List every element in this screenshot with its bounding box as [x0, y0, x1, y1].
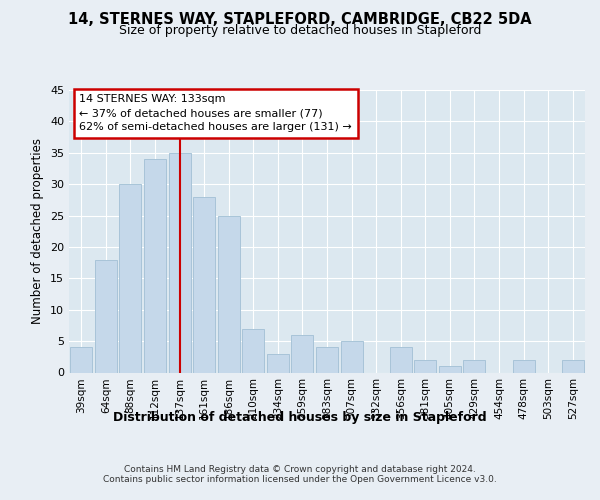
Text: Contains public sector information licensed under the Open Government Licence v3: Contains public sector information licen…	[103, 474, 497, 484]
Text: Distribution of detached houses by size in Stapleford: Distribution of detached houses by size …	[113, 411, 487, 424]
Bar	[95, 260, 117, 372]
Text: Size of property relative to detached houses in Stapleford: Size of property relative to detached ho…	[119, 24, 481, 37]
Y-axis label: Number of detached properties: Number of detached properties	[31, 138, 44, 324]
Bar	[316, 348, 338, 372]
Bar	[439, 366, 461, 372]
Bar	[119, 184, 142, 372]
Bar	[414, 360, 436, 372]
Bar	[562, 360, 584, 372]
Bar	[341, 341, 362, 372]
Bar	[292, 335, 313, 372]
Bar	[193, 196, 215, 372]
Bar	[463, 360, 485, 372]
Bar	[144, 159, 166, 372]
Text: 14, STERNES WAY, STAPLEFORD, CAMBRIDGE, CB22 5DA: 14, STERNES WAY, STAPLEFORD, CAMBRIDGE, …	[68, 12, 532, 28]
Bar	[267, 354, 289, 372]
Bar	[512, 360, 535, 372]
Bar	[389, 348, 412, 372]
Bar	[169, 153, 191, 372]
Bar	[218, 216, 240, 372]
Text: Contains HM Land Registry data © Crown copyright and database right 2024.: Contains HM Land Registry data © Crown c…	[124, 464, 476, 473]
Text: 14 STERNES WAY: 133sqm
← 37% of detached houses are smaller (77)
62% of semi-det: 14 STERNES WAY: 133sqm ← 37% of detached…	[79, 94, 352, 132]
Bar	[242, 328, 265, 372]
Bar	[70, 348, 92, 372]
